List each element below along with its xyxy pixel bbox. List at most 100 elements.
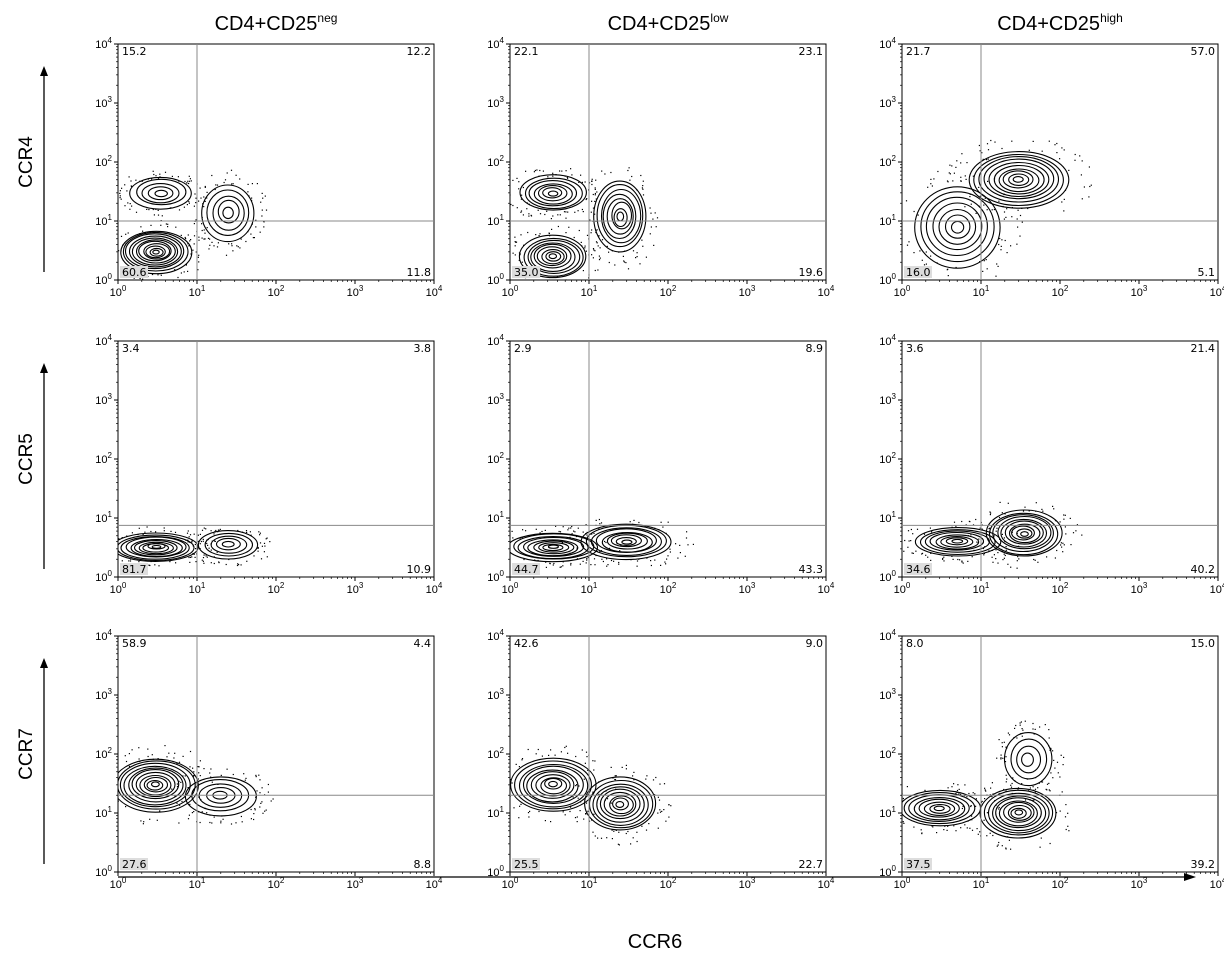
event-dot	[226, 172, 228, 174]
contour-line	[138, 240, 172, 262]
event-dot	[255, 796, 257, 798]
event-dot	[1011, 216, 1013, 218]
event-dot	[1004, 239, 1006, 242]
event-dot	[998, 808, 1000, 810]
event-dot	[119, 192, 121, 194]
event-dot	[208, 248, 210, 250]
event-dot	[519, 805, 521, 807]
event-dot	[512, 179, 514, 181]
event-dot	[518, 188, 520, 190]
event-dot	[961, 561, 963, 563]
event-dot	[633, 771, 635, 773]
event-dot	[1064, 816, 1067, 818]
event-dot	[599, 523, 601, 525]
y-tick-label: 101	[879, 510, 896, 525]
event-dot	[178, 761, 181, 763]
event-dot	[128, 753, 130, 755]
event-dot	[203, 206, 205, 208]
event-dot	[557, 225, 559, 228]
event-dot	[528, 816, 530, 818]
event-dot	[595, 179, 597, 181]
y-tick-label: 102	[95, 451, 112, 466]
y-tick-label: 101	[95, 510, 112, 525]
event-dot	[1052, 777, 1054, 779]
y-tick-label: 103	[487, 392, 504, 407]
event-dot	[118, 800, 119, 802]
event-dot	[594, 564, 596, 566]
event-dot	[113, 781, 114, 782]
event-dot	[917, 214, 919, 216]
contour-line	[197, 530, 259, 560]
contour-line	[993, 164, 1045, 195]
event-dot	[638, 521, 640, 524]
x-tick-label: 102	[268, 876, 285, 891]
event-dot	[262, 812, 264, 814]
x-tick-label: 102	[1052, 876, 1069, 891]
event-dot	[214, 188, 216, 191]
event-dot	[1052, 505, 1054, 507]
event-dot	[239, 247, 241, 249]
event-dot	[138, 758, 140, 760]
quadrant-percent-lr: 43.3	[799, 563, 824, 576]
contour-line	[595, 528, 657, 553]
percent-backdrop	[904, 563, 932, 575]
event-dot	[537, 748, 539, 751]
contour-line	[548, 780, 558, 788]
event-dot	[600, 522, 603, 524]
contour-line	[590, 527, 662, 556]
x-tick-label: 101	[973, 876, 990, 891]
event-dot	[898, 794, 899, 795]
event-dot	[265, 538, 267, 540]
event-dot	[991, 209, 993, 211]
event-dot	[570, 562, 572, 565]
event-dot	[993, 208, 995, 211]
event-dot	[186, 182, 188, 184]
event-dot	[1005, 756, 1007, 758]
event-dot	[591, 183, 593, 186]
event-dot	[1016, 218, 1018, 220]
event-dot	[956, 160, 958, 162]
event-dot	[160, 274, 162, 276]
contour-line	[973, 153, 1064, 207]
event-dot	[210, 549, 212, 551]
event-dot	[898, 801, 899, 802]
event-dot	[518, 259, 520, 261]
event-dot	[95, 543, 96, 544]
event-dot	[539, 233, 541, 235]
event-dot	[947, 825, 949, 827]
event-dot	[904, 539, 906, 542]
event-dot	[1056, 761, 1059, 763]
contour-line	[150, 781, 160, 788]
contour-line	[1014, 809, 1024, 816]
event-dot	[519, 253, 521, 255]
event-dot	[222, 818, 224, 820]
event-dot	[199, 775, 201, 777]
event-dot	[555, 525, 557, 527]
event-dot	[997, 552, 999, 554]
event-dot	[604, 540, 606, 543]
event-dot	[1004, 761, 1007, 763]
event-dot	[1033, 558, 1035, 561]
event-dot	[913, 210, 915, 213]
event-dot	[518, 817, 520, 819]
event-dot	[621, 766, 623, 768]
x-tick-label: 104	[818, 876, 835, 891]
event-dot	[1063, 756, 1065, 758]
event-dot	[515, 763, 517, 765]
event-dot	[615, 829, 617, 831]
contour-line	[983, 789, 1054, 836]
event-dot	[257, 547, 259, 549]
quadrant-percent-lr: 39.2	[1191, 858, 1216, 871]
event-dot	[157, 274, 159, 276]
event-dot	[186, 532, 189, 534]
event-dot	[911, 552, 913, 554]
event-dot	[235, 174, 237, 176]
contour-line	[983, 158, 1055, 200]
event-dot	[983, 819, 985, 821]
event-dot	[514, 241, 516, 243]
event-dot	[571, 525, 573, 528]
x-tick-label: 100	[894, 284, 911, 299]
event-dot	[177, 276, 179, 279]
event-dot	[598, 528, 600, 530]
event-dot	[960, 176, 962, 178]
